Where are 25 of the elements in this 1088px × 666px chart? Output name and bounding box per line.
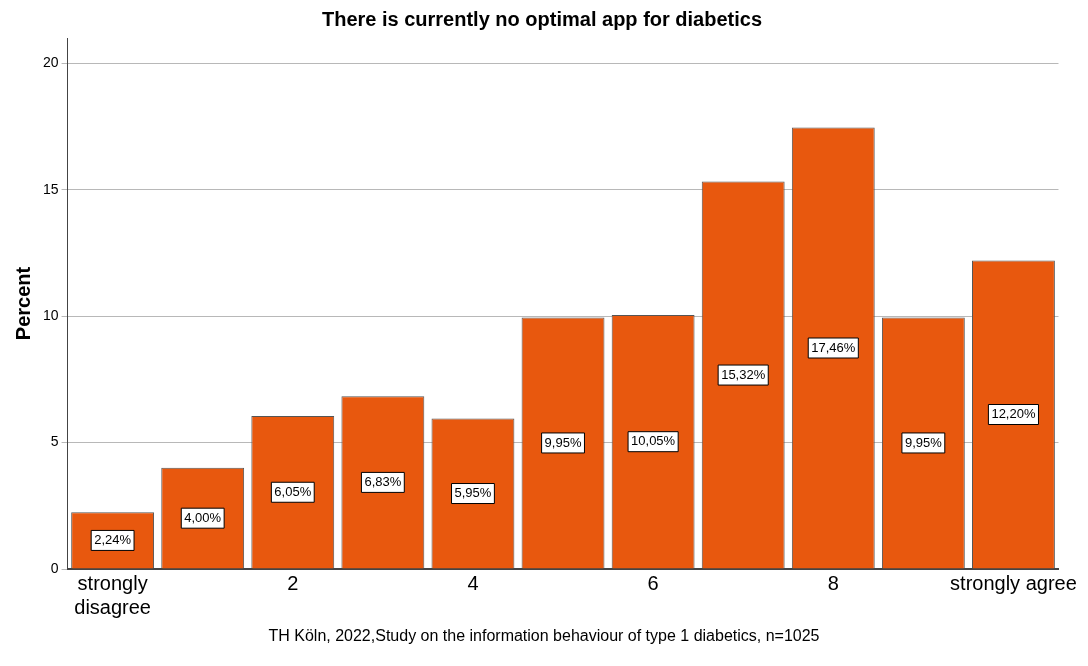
data-label: 2,24% xyxy=(94,532,132,548)
data-label: 17,46% xyxy=(811,339,856,355)
data-label: 9,95% xyxy=(544,434,582,450)
data-label: 9,95% xyxy=(904,434,943,450)
y-tick-label: 20 xyxy=(42,54,59,71)
x-tick-label: 4 xyxy=(467,571,479,594)
x-tick-label: 8 xyxy=(827,571,839,594)
x-tick-label: 6 xyxy=(647,571,659,594)
y-tick-label: 15 xyxy=(42,180,59,197)
data-label: 5,95% xyxy=(454,485,492,501)
x-tick-label: strongly disagree xyxy=(74,571,151,618)
data-label: 15,32% xyxy=(721,366,766,382)
x-tick-label: 2 xyxy=(287,571,299,594)
y-tick-label: 5 xyxy=(50,433,59,450)
data-label: 6,05% xyxy=(274,483,312,499)
data-label: 12,20% xyxy=(991,406,1036,422)
data-label: 4,00% xyxy=(184,509,222,525)
data-label: 6,83% xyxy=(364,473,402,489)
y-tick-label: 10 xyxy=(42,307,59,323)
text: TH Köln, 2022,Study on the information behaviour of type 1 diabetics, n=1025 xyxy=(267,627,821,645)
data-label: 10,05% xyxy=(631,433,676,449)
x-tick-label: strongly agree xyxy=(950,571,1077,594)
y-tick-label: 0 xyxy=(50,559,59,576)
y-axis-title: Percent xyxy=(11,266,34,341)
chart-title: There is currently no optimal app for diabetics xyxy=(321,7,763,30)
